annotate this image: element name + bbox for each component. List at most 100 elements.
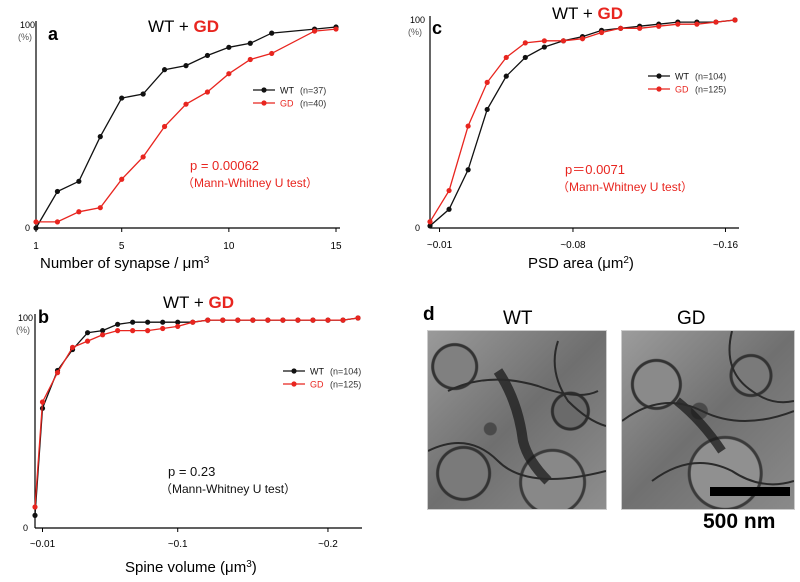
data-point-gd bbox=[503, 54, 509, 61]
chart-c: 100 (%) 0 ~0.01 ~0.08 ~0.16 PSD area (μm2) c WT … bbox=[408, 4, 739, 273]
data-point-wt bbox=[465, 167, 471, 173]
legend-marker bbox=[261, 87, 267, 93]
data-point-gd bbox=[97, 205, 103, 211]
test-name-label: （Mann-Whitney U test） bbox=[160, 482, 296, 496]
x-tick-label: 1 bbox=[33, 241, 39, 252]
data-point-gd bbox=[54, 219, 61, 225]
y-tick-label-100: 100 bbox=[20, 20, 35, 30]
legend-n: (n=40) bbox=[300, 99, 326, 109]
data-point-wt bbox=[247, 40, 253, 46]
y-tick-label-100: 100 bbox=[410, 15, 425, 25]
data-point-wt bbox=[119, 95, 125, 101]
x-tick-label: ~0.1 bbox=[168, 539, 188, 550]
chart-title: WT + GD bbox=[163, 293, 234, 312]
chart-title: WT + GD bbox=[552, 4, 623, 23]
data-point-gd bbox=[618, 25, 624, 31]
legend-n: (n=125) bbox=[695, 85, 726, 95]
panel-label: a bbox=[48, 24, 59, 44]
data-point-gd bbox=[427, 219, 433, 225]
x-tick-label: ~0.01 bbox=[30, 539, 56, 550]
em-image-gd bbox=[621, 330, 795, 510]
data-point-gd bbox=[340, 317, 346, 323]
legend-label: GD bbox=[280, 99, 294, 109]
em-image-wt bbox=[427, 330, 607, 510]
data-point-wt bbox=[503, 73, 509, 79]
legend-label: WT bbox=[675, 72, 689, 82]
panel-a: 100 (%) 0 1 5 10 15 Number of synapse / μm3 a WT … bbox=[0, 0, 400, 285]
data-point-gd bbox=[140, 154, 146, 160]
data-point-gd bbox=[713, 19, 719, 25]
data-point-gd bbox=[295, 317, 301, 323]
x-tick-label: 15 bbox=[330, 241, 342, 252]
data-point-wt bbox=[446, 206, 452, 212]
p-value-label: p = 0.23 bbox=[168, 464, 215, 479]
data-point-gd bbox=[235, 317, 241, 323]
data-point-gd bbox=[32, 504, 38, 510]
data-point-gd bbox=[226, 71, 232, 77]
x-axis-label: Number of synapse / μm3 bbox=[40, 255, 210, 273]
scale-bar bbox=[710, 487, 790, 496]
data-point-gd bbox=[183, 101, 189, 107]
x-tick-label: ~0.16 bbox=[713, 240, 739, 251]
data-point-gd bbox=[100, 332, 106, 338]
p-value-label: p = 0.00062 bbox=[190, 158, 259, 173]
data-point-gd bbox=[161, 123, 168, 130]
x-axis-label: PSD area (μm2) bbox=[528, 255, 634, 273]
data-point-wt bbox=[100, 328, 106, 334]
p-value-label: p＝0.0071 bbox=[565, 162, 625, 177]
data-point-gd bbox=[484, 79, 490, 85]
data-point-gd bbox=[465, 123, 471, 129]
x-tick-label: ~0.08 bbox=[560, 240, 586, 251]
data-point-gd bbox=[160, 325, 166, 332]
data-point-gd bbox=[522, 40, 528, 46]
data-point-gd bbox=[637, 25, 643, 31]
data-point-gd bbox=[54, 370, 61, 376]
data-point-wt bbox=[54, 188, 61, 195]
data-point-gd bbox=[69, 344, 76, 350]
x-tick-label: ~0.01 bbox=[427, 240, 453, 251]
y-unit-label: (%) bbox=[408, 27, 422, 37]
panel-b: 100 (%) 0 ~0.01 ~0.1 ~0.2 Spine volume (μm3) b W… bbox=[0, 285, 400, 577]
legend-n: (n=104) bbox=[330, 367, 361, 377]
data-point-gd bbox=[310, 317, 316, 323]
data-point-wt bbox=[97, 134, 103, 140]
data-point-wt bbox=[33, 225, 39, 231]
data-point-gd bbox=[220, 317, 226, 323]
data-point-wt bbox=[484, 106, 490, 113]
data-point-gd bbox=[675, 21, 681, 27]
em-gd-label: GD bbox=[677, 308, 706, 329]
data-point-gd bbox=[325, 317, 331, 323]
y-tick-label-0: 0 bbox=[25, 223, 30, 233]
data-point-wt bbox=[269, 30, 275, 36]
test-name-label: （Mann-Whitney U test） bbox=[557, 180, 693, 194]
data-point-gd bbox=[560, 38, 567, 44]
data-point-wt bbox=[427, 223, 433, 229]
chart-b: 100 (%) 0~0.01 ~0.1 ~0.2 Spine volume (μm3) b W… bbox=[16, 293, 362, 577]
chart-title: WT + GD bbox=[148, 17, 219, 36]
data-point-wt bbox=[130, 319, 136, 325]
legend-n: (n=125) bbox=[330, 380, 361, 390]
data-point-wt bbox=[84, 330, 91, 336]
data-point-gd bbox=[39, 399, 46, 405]
scale-bar-label: 500 nm bbox=[703, 510, 776, 533]
y-unit-label: (%) bbox=[18, 32, 32, 42]
legend-marker bbox=[261, 100, 267, 106]
data-point-wt bbox=[145, 319, 151, 325]
series-line-wt bbox=[429, 19, 736, 227]
data-point-gd bbox=[250, 317, 256, 323]
legend-marker bbox=[656, 73, 662, 79]
data-point-gd bbox=[205, 317, 211, 323]
legend-marker bbox=[291, 381, 297, 387]
data-point-gd bbox=[175, 323, 181, 329]
data-point-gd bbox=[732, 17, 738, 23]
x-axis-label: Spine volume (μm3) bbox=[125, 559, 257, 577]
data-point-gd bbox=[130, 328, 136, 334]
data-point-gd bbox=[280, 317, 286, 323]
data-point-gd bbox=[115, 328, 121, 334]
data-point-gd bbox=[145, 328, 151, 334]
data-point-gd bbox=[541, 38, 547, 44]
data-point-gd bbox=[355, 315, 361, 321]
series-line-gd bbox=[36, 28, 337, 223]
data-point-wt bbox=[226, 44, 232, 50]
data-point-gd bbox=[598, 29, 605, 36]
